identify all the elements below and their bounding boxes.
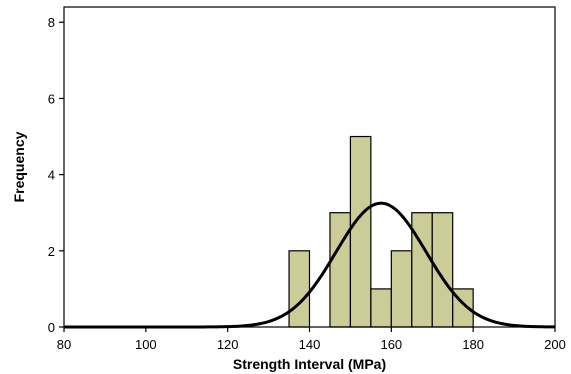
- x-tick-label-1: 100: [135, 337, 157, 352]
- x-tick-label-3: 140: [299, 337, 321, 352]
- y-tick-label-0: 0: [48, 320, 55, 335]
- histogram-bar-2: [349, 135, 372, 328]
- y-tick-label-3: 6: [48, 91, 55, 106]
- histogram-bar-4: [390, 250, 413, 328]
- histogram-bar-0: [288, 250, 311, 328]
- y-axis-title: Frequency: [11, 131, 27, 202]
- y-tick-label-1: 2: [48, 244, 55, 259]
- x-tick-label-4: 160: [380, 337, 402, 352]
- x-axis-title: Strength Interval (MPa): [233, 356, 386, 372]
- x-tick-label-2: 120: [217, 337, 239, 352]
- x-tick-label-5: 180: [462, 337, 484, 352]
- x-tick-label-6: 200: [544, 337, 566, 352]
- histogram-bar-1: [329, 212, 352, 328]
- x-tick-label-0: 80: [57, 337, 71, 352]
- bars-layer: [288, 135, 474, 328]
- y-tick-label-4: 8: [48, 15, 55, 30]
- y-tick-label-2: 4: [48, 168, 55, 183]
- histogram-bar-3: [370, 288, 392, 328]
- x-axis: 80 100 120 140 160 180 200: [57, 327, 566, 352]
- histogram-bar-5: [411, 212, 433, 328]
- y-axis: 0 2 4 6 8: [48, 15, 64, 335]
